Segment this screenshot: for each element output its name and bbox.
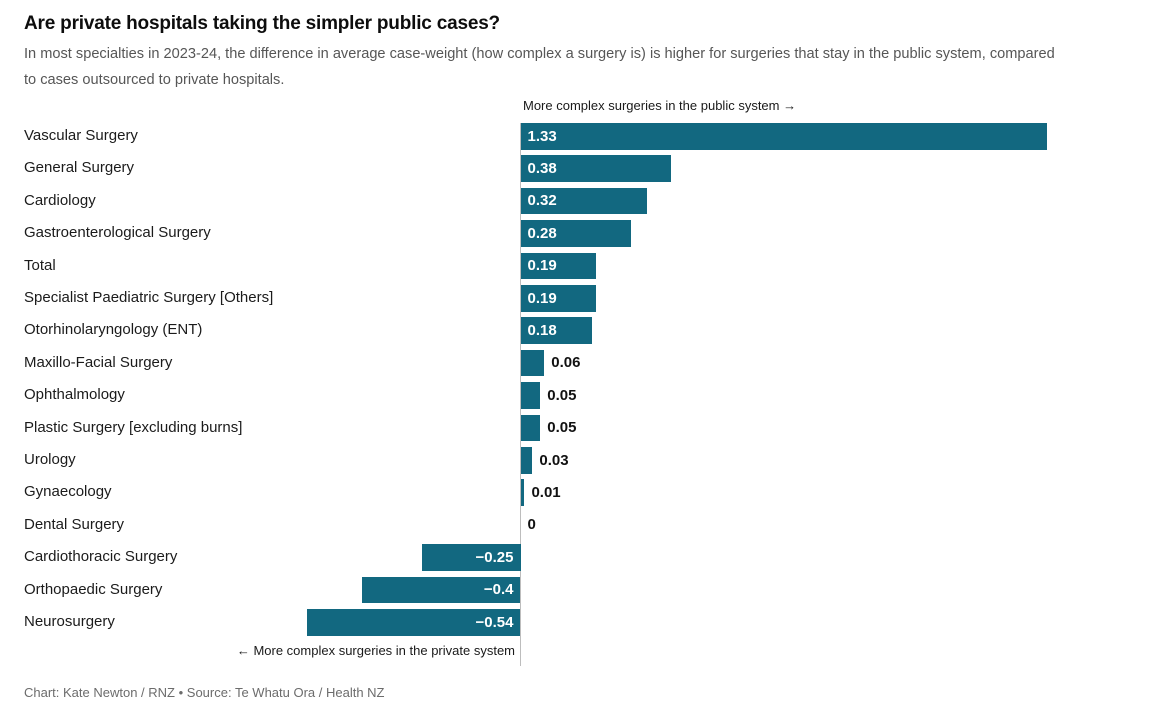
value-label: 1.33 bbox=[527, 127, 557, 145]
bar bbox=[520, 187, 648, 215]
category-label: Plastic Surgery [excluding burns] bbox=[24, 418, 243, 436]
value-label: −0.25 bbox=[475, 548, 514, 566]
category-label: Neurosurgery bbox=[24, 613, 115, 630]
bar bbox=[520, 285, 596, 312]
value-label: 0.18 bbox=[527, 321, 557, 339]
category-label: Urology bbox=[24, 451, 76, 468]
value-label: 0 bbox=[527, 516, 536, 534]
value-label: 0.01 bbox=[531, 483, 561, 501]
category-label: General Surgery bbox=[24, 159, 135, 177]
bar bbox=[520, 349, 545, 377]
value-label: 0.32 bbox=[527, 192, 557, 210]
bar bbox=[421, 544, 521, 571]
value-label: 0.19 bbox=[527, 289, 557, 307]
category-label: Dental Surgery bbox=[24, 515, 125, 533]
bar bbox=[520, 155, 671, 182]
bar bbox=[306, 609, 521, 636]
category-label: Otorhinolaryngology (ENT) bbox=[24, 321, 203, 339]
page-title: Are private hospitals taking the simpler… bbox=[24, 13, 500, 34]
bar bbox=[520, 447, 533, 474]
bar bbox=[520, 317, 592, 344]
bar bbox=[520, 479, 525, 506]
annotation-public-system: More complex surgeries in the public sys… bbox=[523, 98, 797, 113]
category-label: Maxillo-Facial Surgery bbox=[24, 353, 173, 371]
chart-subtitle: In most specialties in 2023-24, the diff… bbox=[24, 46, 1055, 88]
category-label: Cardiology bbox=[24, 191, 96, 209]
value-label: 0.05 bbox=[547, 419, 577, 437]
bar bbox=[520, 220, 632, 247]
bar bbox=[520, 414, 541, 442]
category-label: Gastroenterological Surgery bbox=[24, 224, 211, 242]
annotation-private-system: ← More complex surgeries in the private … bbox=[236, 643, 515, 658]
category-label: Orthopaedic Surgery bbox=[24, 580, 163, 598]
category-label: Specialist Paediatric Surgery [Others] bbox=[24, 289, 274, 306]
value-label: 0.28 bbox=[527, 224, 557, 242]
value-label: 0.38 bbox=[527, 159, 557, 177]
category-label: Vascular Surgery bbox=[24, 127, 138, 144]
value-label: 0.19 bbox=[527, 257, 557, 275]
category-label: Ophthalmology bbox=[24, 386, 125, 404]
value-label: 0.05 bbox=[547, 386, 577, 404]
chart-credit: Chart: Kate Newton / RNZ • Source: Te Wh… bbox=[24, 685, 385, 700]
value-label: 0.03 bbox=[539, 451, 569, 469]
category-label: Gynaecology bbox=[24, 483, 112, 501]
category-label: Cardiothoracic Surgery bbox=[24, 548, 178, 566]
bar bbox=[520, 123, 1048, 150]
bar bbox=[362, 576, 521, 604]
bar bbox=[520, 252, 596, 280]
category-label: Total bbox=[24, 256, 56, 274]
bar bbox=[520, 382, 541, 409]
value-label: −0.54 bbox=[475, 613, 514, 631]
value-label: −0.4 bbox=[483, 581, 514, 599]
value-label: 0.06 bbox=[551, 354, 581, 372]
